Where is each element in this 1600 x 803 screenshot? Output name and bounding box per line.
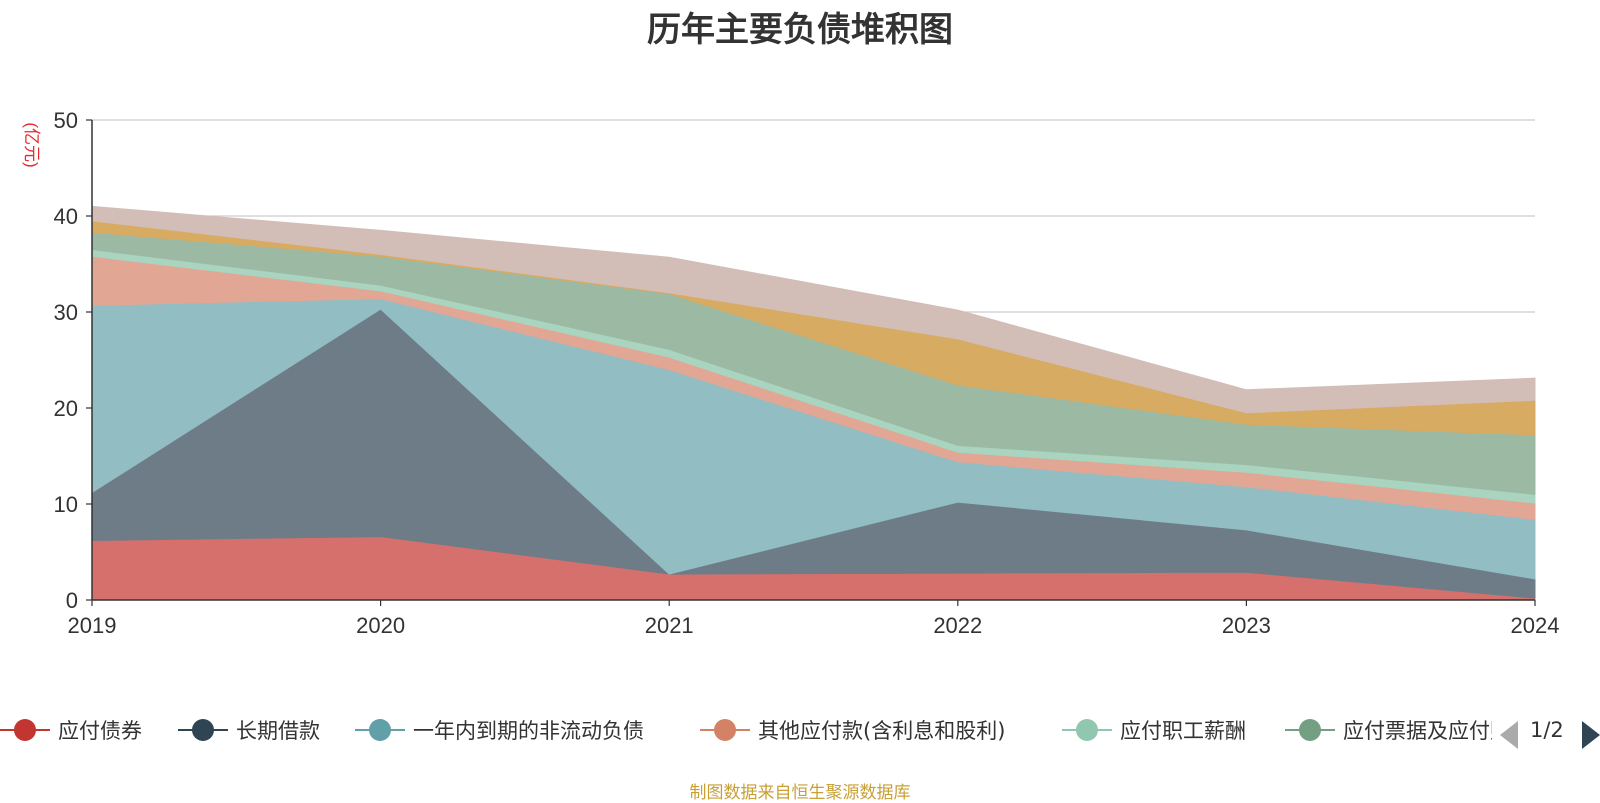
legend-item-4[interactable]: 应付职工薪酬 — [1062, 710, 1246, 750]
x-tick-label-2020: 2020 — [356, 613, 405, 638]
x-tick-label-2023: 2023 — [1222, 613, 1271, 638]
tick-labels: 0 10 20 30 40 50 2019 2020 2021 2022 2023 2024 — [54, 108, 1560, 638]
legend-marker-icon — [178, 719, 228, 741]
legend-item-1[interactable]: 长期借款 — [178, 710, 320, 750]
legend-label: 应付票据及应付账款 — [1343, 719, 1492, 743]
legend-label: 应付债券 — [58, 719, 142, 743]
legend-label: 其他应付款(含利息和股利) — [758, 719, 1006, 743]
legend-marker-icon — [700, 719, 750, 741]
y-tick-label: 50 — [54, 108, 78, 133]
y-axis-label: (亿元) — [22, 122, 41, 167]
y-tick-label: 30 — [54, 300, 78, 325]
y-tick-label: 10 — [54, 492, 78, 517]
axes — [91, 120, 1535, 601]
y-tick-label: 40 — [54, 204, 78, 229]
x-tick-label-2021: 2021 — [645, 613, 694, 638]
x-tick-label-2022: 2022 — [933, 613, 982, 638]
y-tick-label: 20 — [54, 396, 78, 421]
area-series-7[interactable] — [91, 205, 1536, 414]
x-tick-label-2024: 2024 — [1511, 613, 1560, 638]
legend-visible-area: 应付债券 长期借款 一年内到期的非流动负债 其他应付款(含利息和股利) 应付职工薪酬 应付… — [0, 710, 1492, 750]
legend: 应付债券 长期借款 一年内到期的非流动负债 其他应付款(含利息和股利) 应付职工薪酬 应付… — [0, 710, 1600, 750]
legend-marker-icon — [1062, 719, 1112, 741]
source-note: 制图数据来自恒生聚源数据库 — [689, 783, 911, 803]
legend-prev-page-button[interactable] — [1500, 721, 1518, 749]
legend-marker-icon — [355, 719, 405, 741]
legend-label: 应付职工薪酬 — [1120, 719, 1246, 743]
legend-label: 一年内到期的非流动负债 — [413, 719, 644, 743]
legend-item-5[interactable]: 应付票据及应付账款 — [1285, 710, 1492, 750]
legend-next-page-button[interactable] — [1582, 721, 1600, 749]
area-series-group — [91, 205, 1536, 601]
legend-label: 长期借款 — [236, 719, 320, 743]
legend-item-0[interactable]: 应付债券 — [0, 710, 142, 750]
legend-item-3[interactable]: 其他应付款(含利息和股利) — [700, 710, 1005, 750]
y-tick-label: 0 — [66, 588, 78, 613]
x-tick-label-2019: 2019 — [68, 613, 117, 638]
chart-title: 历年主要负债堆积图 — [647, 10, 953, 50]
legend-marker-icon — [0, 719, 50, 741]
legend-item-2[interactable]: 一年内到期的非流动负债 — [355, 710, 644, 750]
stacked-area-chart: 0 10 20 30 40 50 2019 2020 2021 2022 2023 2024 (亿元) — [22, 108, 1560, 638]
legend-marker-icon — [1285, 719, 1335, 741]
legend-page-indicator: 1/2 — [1530, 718, 1564, 742]
